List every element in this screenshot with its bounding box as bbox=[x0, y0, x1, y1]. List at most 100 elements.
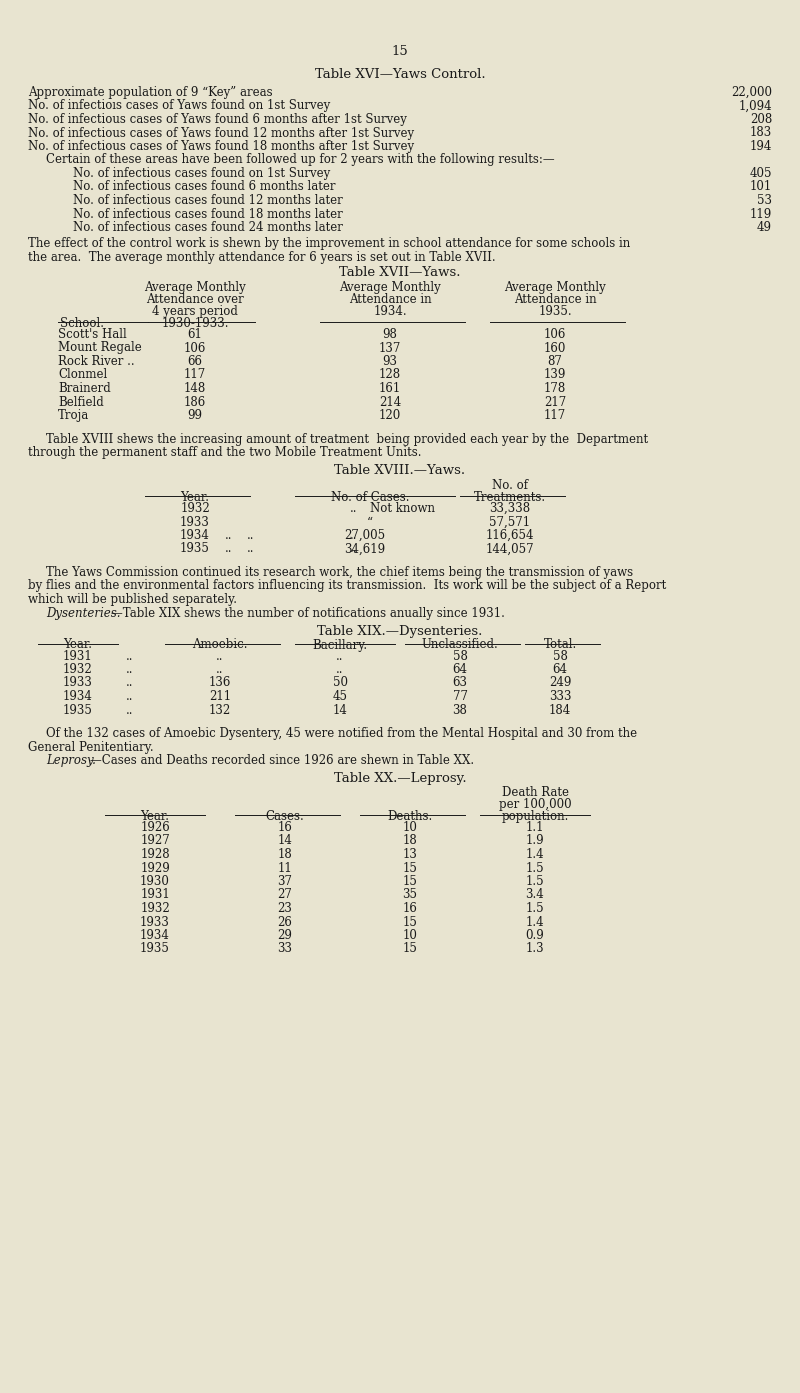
Text: 15: 15 bbox=[402, 861, 418, 875]
Text: No. of infectious cases found 12 months later: No. of infectious cases found 12 months … bbox=[73, 194, 342, 208]
Text: 14: 14 bbox=[278, 834, 293, 847]
Text: Scott's Hall: Scott's Hall bbox=[58, 327, 126, 341]
Text: The Yaws Commission continued its research work, the chief items being the trans: The Yaws Commission continued its resear… bbox=[46, 566, 633, 579]
Text: 1935: 1935 bbox=[63, 703, 93, 716]
Text: 16: 16 bbox=[402, 903, 418, 915]
Text: 98: 98 bbox=[382, 327, 398, 341]
Text: 249: 249 bbox=[549, 677, 571, 690]
Text: Approximate population of 9 “Key” areas: Approximate population of 9 “Key” areas bbox=[28, 86, 273, 99]
Text: 66: 66 bbox=[187, 355, 202, 368]
Text: 58: 58 bbox=[553, 649, 567, 663]
Text: 1929: 1929 bbox=[140, 861, 170, 875]
Text: population.: population. bbox=[502, 809, 569, 823]
Text: Mount Regale: Mount Regale bbox=[58, 341, 142, 354]
Text: 1930-1933.: 1930-1933. bbox=[162, 318, 229, 330]
Text: School.: School. bbox=[60, 318, 104, 330]
Text: 13: 13 bbox=[402, 848, 418, 861]
Text: ..: .. bbox=[126, 649, 134, 663]
Text: 1931: 1931 bbox=[63, 649, 93, 663]
Text: 1.3: 1.3 bbox=[526, 943, 544, 956]
Text: “: “ bbox=[367, 515, 373, 528]
Text: The effect of the control work is shewn by the improvement in school attendance : The effect of the control work is shewn … bbox=[28, 237, 630, 251]
Text: Of the 132 cases of Amoebic Dysentery, 45 were notified from the Mental Hospital: Of the 132 cases of Amoebic Dysentery, 4… bbox=[46, 727, 637, 740]
Text: ..: .. bbox=[225, 542, 233, 556]
Text: 99: 99 bbox=[187, 410, 202, 422]
Text: 1.5: 1.5 bbox=[526, 861, 544, 875]
Text: 1933: 1933 bbox=[180, 515, 210, 528]
Text: by flies and the environmental factors influencing its transmission.  Its work w: by flies and the environmental factors i… bbox=[28, 579, 666, 592]
Text: 178: 178 bbox=[544, 382, 566, 396]
Text: 14: 14 bbox=[333, 703, 347, 716]
Text: 15: 15 bbox=[392, 45, 408, 59]
Text: 27: 27 bbox=[278, 889, 293, 901]
Text: the area.  The average monthly attendance for 6 years is set out in Table XVII.: the area. The average monthly attendance… bbox=[28, 251, 496, 265]
Text: 29: 29 bbox=[278, 929, 293, 942]
Text: Troja: Troja bbox=[58, 410, 90, 422]
Text: Bacillary.: Bacillary. bbox=[313, 638, 367, 652]
Text: 1.4: 1.4 bbox=[526, 848, 544, 861]
Text: 333: 333 bbox=[549, 690, 571, 703]
Text: No. of infectious cases found 6 months later: No. of infectious cases found 6 months l… bbox=[73, 181, 335, 194]
Text: 1.5: 1.5 bbox=[526, 903, 544, 915]
Text: Year.: Year. bbox=[63, 638, 93, 652]
Text: Dysenteries.: Dysenteries. bbox=[46, 606, 121, 620]
Text: ..: .. bbox=[126, 663, 134, 676]
Text: 64: 64 bbox=[553, 663, 567, 676]
Text: 23: 23 bbox=[278, 903, 293, 915]
Text: Table XVIII.—Yaws.: Table XVIII.—Yaws. bbox=[334, 464, 466, 476]
Text: 136: 136 bbox=[209, 677, 231, 690]
Text: Cases.: Cases. bbox=[266, 809, 304, 823]
Text: ..: .. bbox=[336, 663, 344, 676]
Text: 217: 217 bbox=[544, 396, 566, 408]
Text: Year.: Year. bbox=[141, 809, 170, 823]
Text: 161: 161 bbox=[379, 382, 401, 396]
Text: 18: 18 bbox=[402, 834, 418, 847]
Text: ..: .. bbox=[225, 529, 233, 542]
Text: Table XIX.—Dysenteries.: Table XIX.—Dysenteries. bbox=[318, 624, 482, 638]
Text: ..: .. bbox=[336, 649, 344, 663]
Text: 33: 33 bbox=[278, 943, 293, 956]
Text: 1933: 1933 bbox=[140, 915, 170, 929]
Text: 0.9: 0.9 bbox=[526, 929, 544, 942]
Text: 120: 120 bbox=[379, 410, 401, 422]
Text: ..: .. bbox=[350, 529, 358, 542]
Text: 117: 117 bbox=[184, 369, 206, 382]
Text: 1932: 1932 bbox=[180, 501, 210, 515]
Text: 53: 53 bbox=[757, 194, 772, 208]
Text: Attendance over: Attendance over bbox=[146, 293, 244, 306]
Text: 1.4: 1.4 bbox=[526, 915, 544, 929]
Text: 58: 58 bbox=[453, 649, 467, 663]
Text: 26: 26 bbox=[278, 915, 293, 929]
Text: Not known: Not known bbox=[370, 501, 435, 515]
Text: 93: 93 bbox=[382, 355, 398, 368]
Text: Year.: Year. bbox=[181, 490, 210, 504]
Text: 18: 18 bbox=[278, 848, 292, 861]
Text: 214: 214 bbox=[379, 396, 401, 408]
Text: 405: 405 bbox=[750, 167, 772, 180]
Text: 148: 148 bbox=[184, 382, 206, 396]
Text: Treatments.: Treatments. bbox=[474, 490, 546, 504]
Text: 183: 183 bbox=[750, 127, 772, 139]
Text: 137: 137 bbox=[379, 341, 401, 354]
Text: General Penitentiary.: General Penitentiary. bbox=[28, 741, 154, 754]
Text: 1934: 1934 bbox=[63, 690, 93, 703]
Text: Leprosy.: Leprosy. bbox=[46, 754, 96, 768]
Text: 10: 10 bbox=[402, 820, 418, 834]
Text: 1931: 1931 bbox=[140, 889, 170, 901]
Text: 139: 139 bbox=[544, 369, 566, 382]
Text: 116,654: 116,654 bbox=[486, 529, 534, 542]
Text: Total.: Total. bbox=[543, 638, 577, 652]
Text: 1,094: 1,094 bbox=[738, 99, 772, 113]
Text: 1934: 1934 bbox=[140, 929, 170, 942]
Text: 57,571: 57,571 bbox=[490, 515, 530, 528]
Text: per 100,000: per 100,000 bbox=[498, 798, 571, 811]
Text: 11: 11 bbox=[278, 861, 292, 875]
Text: —Table XIX shews the number of notifications anually since 1931.: —Table XIX shews the number of notificat… bbox=[111, 606, 505, 620]
Text: 34,619: 34,619 bbox=[344, 542, 385, 556]
Text: 45: 45 bbox=[333, 690, 347, 703]
Text: 33,338: 33,338 bbox=[490, 501, 530, 515]
Text: 1935: 1935 bbox=[140, 943, 170, 956]
Text: 128: 128 bbox=[379, 369, 401, 382]
Text: which will be published separately.: which will be published separately. bbox=[28, 593, 237, 606]
Text: 1934.: 1934. bbox=[373, 305, 407, 318]
